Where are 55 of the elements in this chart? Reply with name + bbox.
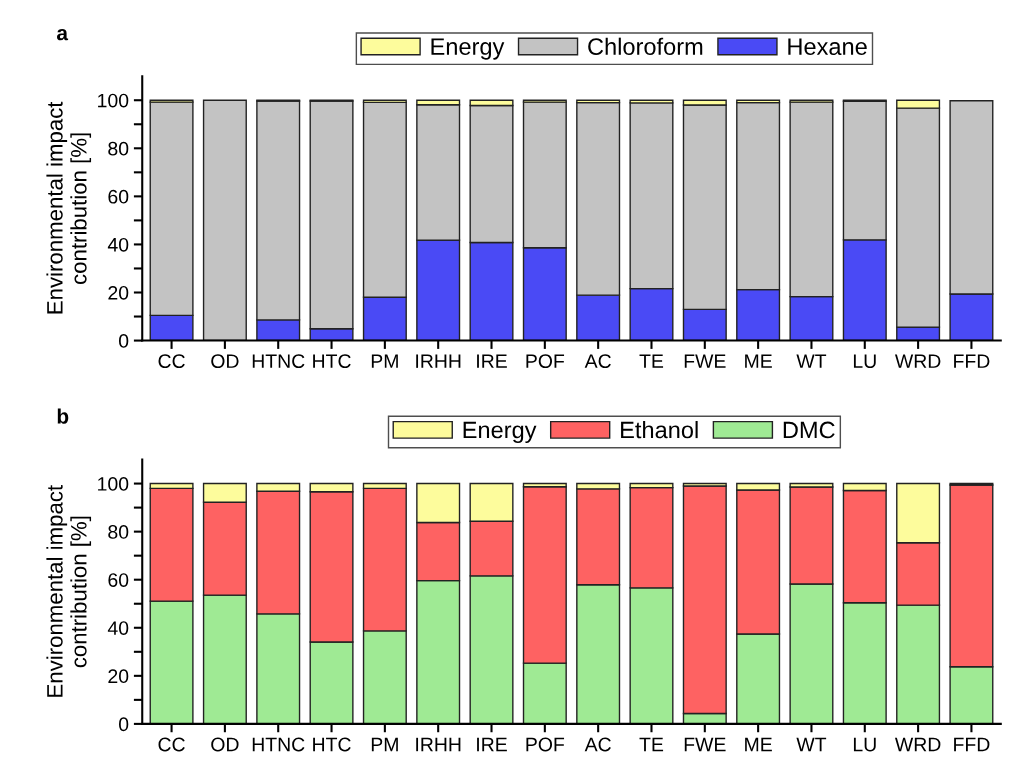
x-tick-label: IRE [477, 737, 507, 752]
x-tick-label: POF [526, 354, 565, 369]
x-tick-label: AC [584, 737, 611, 752]
x-tick-label: OD [211, 354, 239, 369]
y-tick-label: 20 [108, 285, 129, 300]
legend-label: Chloroform [588, 37, 703, 56]
chart-title: a [57, 28, 69, 41]
y-tick-label: 80 [108, 141, 129, 156]
x-tick-label: WT [796, 354, 827, 368]
x-tick-label: WRD [894, 737, 941, 752]
y-tick-label: 60 [108, 189, 129, 204]
x-tick-label: HTC [313, 354, 351, 369]
x-tick-label: CC [158, 737, 185, 752]
x-tick-label: WRD [894, 354, 941, 368]
y-axis-title: Environmental impact contribution [%] [46, 101, 92, 314]
x-tick-label: HTNC [252, 354, 305, 369]
chart-title: b [57, 408, 69, 424]
x-tick-label: ME [745, 354, 772, 368]
legend-label: Energy [431, 38, 505, 60]
y-tick-label: 0 [118, 717, 129, 732]
y-tick-label: 40 [107, 237, 129, 252]
x-tick-label: ME [745, 737, 772, 752]
x-tick-label: AC [584, 354, 611, 369]
x-tick-label: PM [371, 354, 398, 368]
bar [202, 99, 247, 341]
x-tick-label: FWE [684, 737, 726, 752]
x-tick-label: POF [526, 737, 565, 752]
y-tick-label: 100 [98, 93, 129, 108]
x-tick-label: PM [371, 737, 398, 752]
legend-label: Energy [463, 421, 537, 443]
x-tick-label: HTC [313, 737, 351, 752]
y-tick-label: 100 [98, 477, 129, 491]
x-tick-label: FWE [684, 354, 726, 368]
x-tick-label: LU [853, 737, 876, 752]
x-tick-label: HTNC [252, 737, 305, 752]
legend-label: Hexane [788, 38, 867, 56]
x-tick-label: TE [639, 354, 664, 368]
y-axis-title: Environmental impact contribution [%] [46, 485, 92, 697]
legend-label: DMC [783, 421, 835, 439]
y-tick-label: 80 [108, 525, 129, 539]
y-tick-label: 20 [108, 669, 129, 684]
x-tick-label: FFD [954, 354, 990, 368]
legend-label: Ethanol [621, 420, 698, 439]
x-tick-label: TE [639, 737, 664, 752]
x-tick-label: WT [796, 737, 827, 752]
x-tick-label: FFD [954, 737, 990, 752]
x-tick-label: LU [853, 354, 876, 369]
x-tick-label: IRHH [416, 737, 461, 752]
y-tick-label: 60 [108, 573, 129, 587]
y-tick-label: 0 [118, 334, 129, 348]
x-tick-label: IRE [477, 354, 507, 368]
x-tick-label: IRHH [416, 354, 461, 368]
x-tick-label: CC [158, 354, 185, 369]
x-tick-label: OD [211, 737, 239, 752]
y-tick-label: 40 [107, 621, 129, 635]
